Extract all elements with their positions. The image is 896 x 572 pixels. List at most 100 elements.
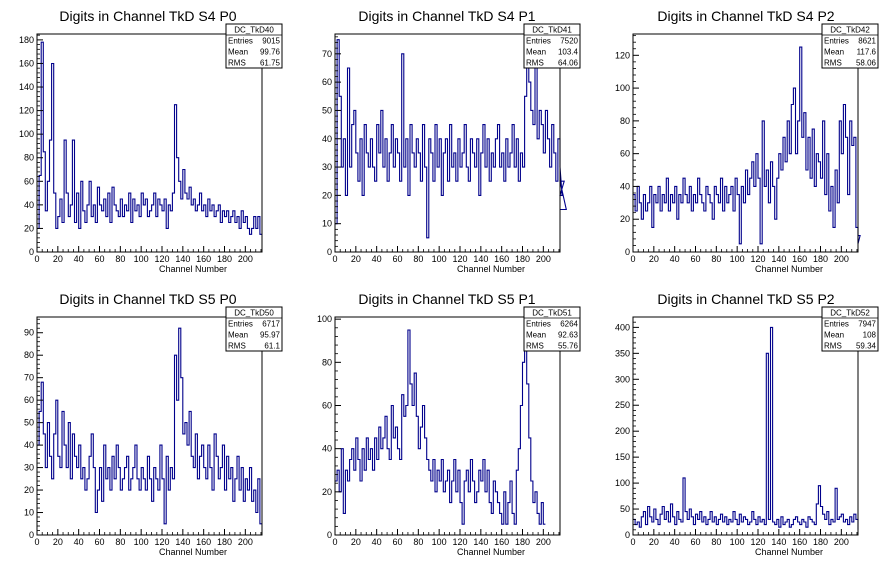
stats-key: Mean: [824, 331, 844, 340]
stats-key: Mean: [526, 331, 546, 340]
x-axis-title: Channel Number: [755, 264, 823, 274]
y-tick-label: 30: [24, 463, 34, 473]
x-tick-label: 0: [34, 254, 39, 264]
stats-key: Entries: [526, 37, 551, 46]
y-tick-label: 80: [24, 350, 34, 360]
x-tick-label: 180: [813, 537, 828, 547]
x-tick-label: 20: [53, 537, 63, 547]
y-tick-label: 350: [615, 348, 630, 358]
y-tick-label: 60: [620, 149, 630, 159]
x-tick-label: 160: [196, 537, 211, 547]
stats-value: 61.75: [260, 59, 281, 68]
histogram-pad: Digits in Channel TkD S5 P2 0 20 40 60 80 100 1…: [615, 291, 879, 557]
y-tick-label: 50: [322, 105, 332, 115]
histogram-pad: Digits in Channel TkD S4 P0 0 20 40 60 80 100 1…: [19, 8, 283, 274]
stats-value: 58.06: [856, 59, 877, 68]
x-tick-label: 0: [34, 537, 39, 547]
x-tick-label: 40: [372, 254, 382, 264]
y-tick-label: 0: [327, 530, 332, 540]
histogram-pad: Digits in Channel TkD S4 P2 0 20 40 60 80 100 1…: [615, 8, 879, 274]
stats-key: Entries: [526, 320, 551, 329]
x-tick-label: 120: [750, 254, 765, 264]
x-tick-label: 160: [792, 254, 807, 264]
y-tick-label: 60: [24, 176, 34, 186]
x-axis-title: Channel Number: [159, 264, 227, 274]
stats-box-frame: [225, 306, 283, 352]
y-tick-label: 60: [322, 400, 332, 410]
stats-name: DC_TkD52: [830, 309, 870, 318]
x-tick-label: 120: [452, 537, 467, 547]
x-tick-label: 60: [690, 254, 700, 264]
stats-value: 117.6: [857, 48, 877, 57]
x-tick-label: 20: [649, 537, 659, 547]
y-tick-label: 20: [322, 487, 332, 497]
x-tick-label: 200: [238, 537, 253, 547]
x-tick-label: 160: [196, 254, 211, 264]
y-tick-label: 140: [19, 82, 34, 92]
y-tick-label: 20: [24, 223, 34, 233]
x-tick-label: 120: [154, 254, 169, 264]
x-tick-label: 20: [649, 254, 659, 264]
x-tick-label: 100: [730, 537, 745, 547]
histogram-line: [335, 39, 567, 239]
stats-value: 92.63: [558, 331, 579, 340]
plot-frame: [334, 33, 561, 253]
stats-value: 99.76: [260, 48, 281, 57]
histogram-pad: Digits in Channel TkD S5 P00 20 40 60 80 100 1…: [24, 291, 283, 557]
plot-frame: [36, 33, 263, 253]
x-tick-label: 120: [750, 537, 765, 547]
y-tick-label: 20: [322, 190, 332, 200]
stats-box-frame: [523, 306, 581, 352]
chart-title: Digits in Channel TkD S5 P2: [657, 291, 834, 307]
x-tick-label: 40: [670, 537, 680, 547]
plot-frame: [36, 316, 263, 536]
stats-value: 59.34: [856, 342, 877, 351]
x-tick-label: 0: [332, 254, 337, 264]
x-tick-label: 100: [134, 537, 149, 547]
y-tick-label: 100: [615, 478, 630, 488]
x-tick-label: 0: [630, 537, 635, 547]
histogram-line: [335, 318, 546, 525]
y-tick-label: 400: [615, 322, 630, 332]
chart-title: Digits in Channel TkD S5 P1: [358, 291, 535, 307]
y-tick-label: 70: [24, 373, 34, 383]
plot-frame: [632, 33, 859, 253]
x-tick-label: 20: [53, 254, 63, 264]
x-tick-label: 140: [473, 254, 488, 264]
stats-value: 7520: [560, 37, 578, 46]
y-tick-label: 20: [24, 485, 34, 495]
stats-box-frame: [523, 23, 581, 69]
x-tick-label: 80: [711, 537, 721, 547]
y-tick-label: 0: [625, 247, 630, 257]
y-tick-label: 40: [24, 200, 34, 210]
x-tick-label: 80: [413, 254, 423, 264]
stats-key: RMS: [526, 342, 544, 351]
stats-box: DC_TkD41 Entries 7520 Mean 103.4 RMS 64.06: [523, 23, 581, 69]
y-tick-label: 160: [19, 58, 34, 68]
stats-value: 6264: [560, 320, 578, 329]
y-tick-label: 30: [322, 162, 332, 172]
y-tick-label: 0: [29, 247, 34, 257]
y-tick-label: 0: [327, 247, 332, 257]
stats-name: DC_TkD51: [532, 309, 572, 318]
y-tick-label: 250: [615, 400, 630, 410]
x-tick-label: 80: [115, 254, 125, 264]
stats-value: 103.4: [558, 48, 579, 57]
stats-key: RMS: [228, 59, 246, 68]
y-tick-label: 300: [615, 374, 630, 384]
x-tick-label: 140: [771, 537, 786, 547]
histogram-line: [37, 41, 262, 235]
stats-key: Entries: [824, 37, 849, 46]
x-tick-label: 60: [392, 254, 402, 264]
y-tick-label: 40: [620, 181, 630, 191]
stats-box: DC_TkD40 Entries 9015 Mean 99.76 RMS 61.75: [225, 23, 283, 69]
y-tick-label: 40: [322, 134, 332, 144]
y-tick-label: 120: [19, 106, 34, 116]
stats-value: 8621: [858, 37, 876, 46]
stats-name: DC_TkD40: [234, 26, 274, 35]
x-tick-label: 100: [730, 254, 745, 264]
x-tick-label: 200: [834, 254, 849, 264]
x-tick-label: 100: [432, 254, 447, 264]
x-tick-label: 140: [771, 254, 786, 264]
x-tick-label: 80: [413, 537, 423, 547]
